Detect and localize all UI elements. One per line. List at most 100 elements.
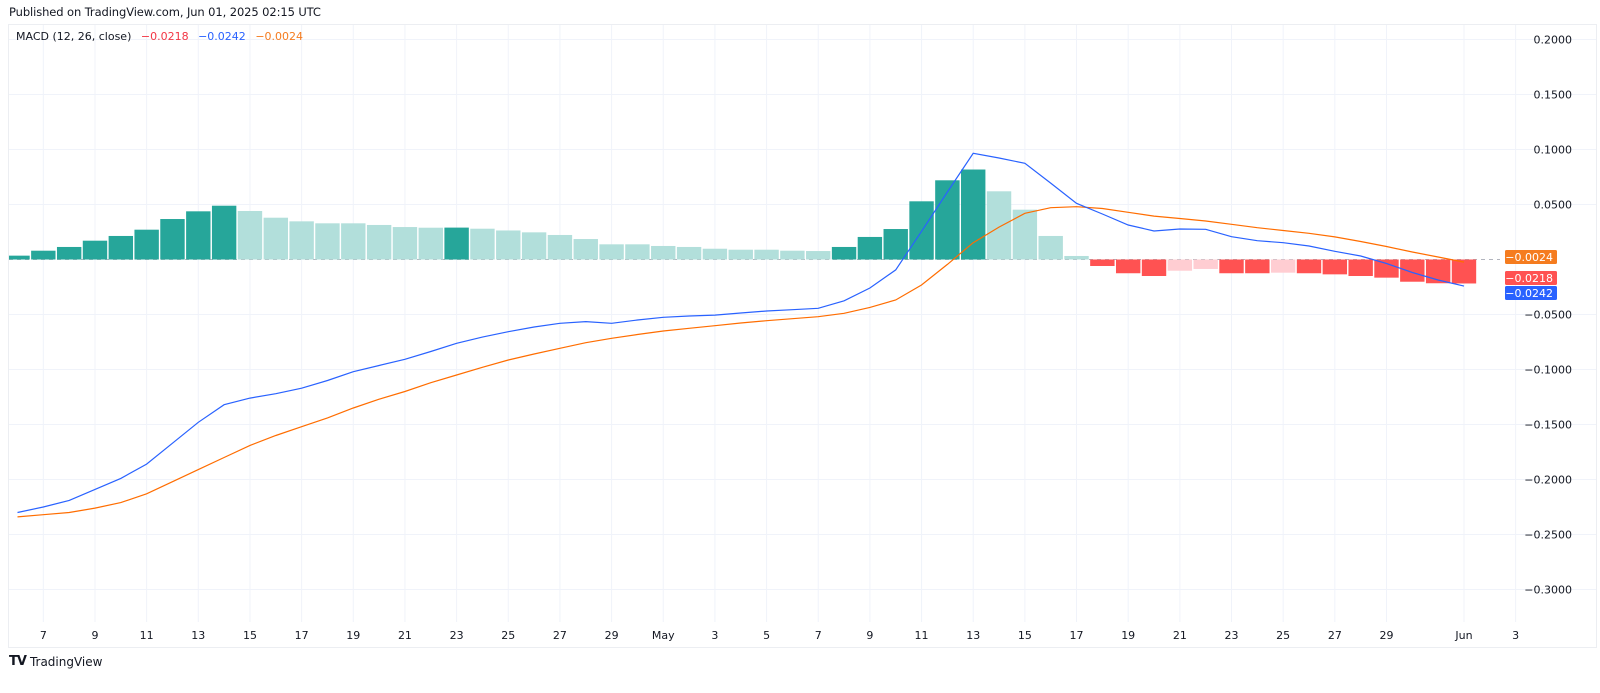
histogram-bar: [857, 236, 883, 260]
histogram-bar: [935, 180, 960, 260]
price-tags: −0.0024 −0.0218 −0.0242: [1505, 250, 1557, 300]
indicator-legend[interactable]: MACD (12, 26, close) −0.0218 −0.0242 −0.…: [16, 30, 309, 43]
y-tick-label: 0.1500: [1534, 89, 1573, 102]
tradingview-footer[interactable]: TV TradingView: [9, 654, 102, 669]
histogram-bar: [289, 221, 314, 260]
histogram-bar: [521, 232, 547, 260]
histogram-bar: [1322, 259, 1348, 275]
histogram-bar: [547, 234, 573, 260]
x-tick-label: 19: [346, 629, 360, 642]
x-tick-label: 25: [501, 629, 515, 642]
y-tick-label: −0.1500: [1524, 419, 1572, 432]
histogram-bar: [1296, 259, 1322, 274]
histogram-bar: [82, 240, 108, 260]
histogram-bar: [573, 239, 598, 260]
histogram-bar: [237, 210, 263, 260]
svg-text:−0.0218: −0.0218: [1505, 272, 1553, 285]
histogram-bar: [1064, 255, 1089, 260]
x-tick-label: 17: [1070, 629, 1084, 642]
y-tick-label: −0.0500: [1524, 309, 1572, 322]
histogram-bar: [702, 248, 728, 260]
histogram-bar: [186, 211, 211, 260]
histogram-bar: [806, 251, 831, 260]
histogram-bar: [961, 169, 986, 260]
x-tick-label: 3: [711, 629, 718, 642]
x-tick-label: 23: [1225, 629, 1239, 642]
x-tick-label: 21: [1173, 629, 1187, 642]
x-tick-label: 11: [915, 629, 929, 642]
histogram-bar: [366, 224, 392, 260]
x-tick-label: Jun: [1454, 629, 1472, 642]
histogram-bar: [1374, 259, 1399, 278]
macd-line: [17, 152, 1465, 514]
histogram-bar: [1141, 259, 1167, 276]
histogram-bar: [1115, 259, 1141, 274]
histogram-bar: [392, 227, 418, 260]
x-tick-label: 3: [1512, 629, 1519, 642]
histogram-bar: [444, 227, 469, 260]
histogram-bar: [470, 228, 495, 260]
svg-text:−0.0024: −0.0024: [1505, 251, 1553, 264]
macd-value: −0.0242: [198, 30, 246, 43]
x-tick-label: 7: [815, 629, 822, 642]
x-tick-label: 7: [40, 629, 47, 642]
y-tick-label: −0.2000: [1524, 474, 1572, 487]
histogram-bar: [1219, 259, 1244, 274]
price-axis[interactable]: 0.2000 0.1500 0.1000 0.0500 −0.0500 −0.1000 −0…: [1524, 34, 1572, 597]
histogram-bar: [211, 205, 237, 260]
svg-text:−0.0242: −0.0242: [1505, 287, 1553, 300]
histogram-bar: [315, 223, 340, 260]
histogram-bar: [831, 246, 857, 260]
histogram-bar: [496, 230, 521, 260]
price-tag: −0.0242: [1505, 286, 1557, 300]
histogram-bar: [263, 217, 288, 260]
time-axis[interactable]: 7 9 11 13 15 17 19 21 23 25 27 29 May 3 5 7 9 11 13 15 17 19 2…: [40, 629, 1519, 642]
y-tick-label: 0.2000: [1534, 34, 1573, 47]
chart-grid: [9, 25, 1596, 622]
histogram-bar: [1425, 259, 1451, 284]
x-tick-label: 13: [191, 629, 205, 642]
histogram-bar: [986, 191, 1012, 260]
histogram-bar: [9, 255, 30, 260]
histogram-bar: [341, 223, 366, 260]
published-caption: Published on TradingView.com, Jun 01, 20…: [9, 5, 321, 19]
histogram-bar: [1400, 259, 1425, 282]
x-tick-label: 11: [140, 629, 154, 642]
x-tick-label: 27: [553, 629, 567, 642]
histogram-bar: [56, 246, 82, 260]
histogram-bar: [1270, 259, 1296, 273]
x-tick-label: 9: [866, 629, 873, 642]
indicator-name: MACD (12, 26, close): [16, 30, 132, 43]
histogram-bar: [1038, 235, 1063, 260]
histogram-bar: [780, 250, 805, 260]
x-tick-label: 19: [1121, 629, 1135, 642]
x-tick-label: 5: [763, 629, 770, 642]
x-tick-label: 29: [605, 629, 619, 642]
histogram-bar: [676, 246, 702, 260]
x-tick-label: 23: [450, 629, 464, 642]
histogram-bar: [883, 229, 908, 260]
y-tick-label: −0.3000: [1524, 584, 1572, 597]
histogram-bar: [625, 244, 650, 260]
x-tick-label: 17: [295, 629, 309, 642]
histogram-bar: [1451, 259, 1477, 284]
histogram-value: −0.0218: [140, 30, 189, 43]
histogram-bar: [134, 229, 159, 260]
histogram-bar: [1167, 259, 1193, 271]
histogram-bar: [599, 244, 624, 260]
x-tick-label: 25: [1276, 629, 1290, 642]
histogram-bar: [31, 250, 56, 260]
histogram-bar: [1193, 259, 1218, 269]
histogram-bar: [1245, 259, 1270, 274]
y-tick-label: 0.1000: [1534, 144, 1573, 157]
chart-frame: [8, 24, 1597, 648]
y-tick-label: −0.2500: [1524, 529, 1572, 542]
histogram-bar: [754, 249, 779, 260]
x-tick-label: 9: [91, 629, 98, 642]
histogram-bar: [651, 245, 676, 260]
x-tick-label: 29: [1379, 629, 1393, 642]
tradingview-brand: TradingView: [29, 654, 103, 669]
histogram-bar: [1090, 259, 1115, 266]
signal-line: [17, 206, 1465, 518]
